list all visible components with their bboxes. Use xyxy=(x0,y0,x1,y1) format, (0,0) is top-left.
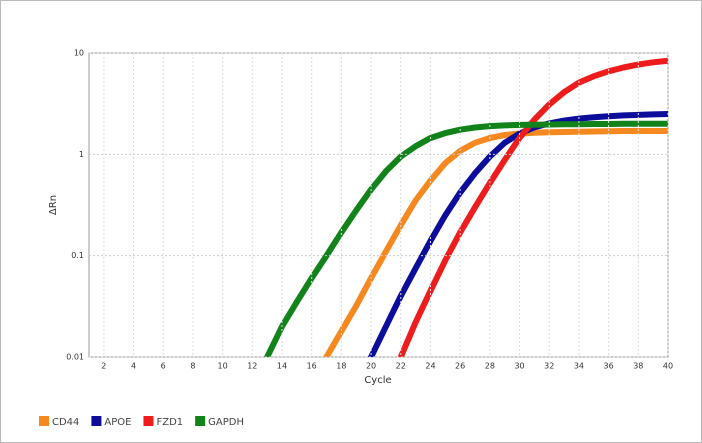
x-tick-label: 6 xyxy=(161,362,166,371)
x-tick-label: 14 xyxy=(277,362,287,371)
x-tick-label: 38 xyxy=(633,362,643,371)
legend-swatch xyxy=(39,416,49,426)
x-tick-label: 16 xyxy=(307,362,317,371)
plot-area xyxy=(88,52,669,358)
x-tick-label: 26 xyxy=(455,362,465,371)
legend-swatch xyxy=(91,416,102,426)
x-tick-label: 20 xyxy=(366,362,376,371)
legend-swatch xyxy=(143,416,154,426)
series-line xyxy=(397,57,668,357)
x-tick-label: 2 xyxy=(101,362,106,371)
y-tick-label: 10 xyxy=(74,49,84,58)
x-tick-label: 34 xyxy=(574,362,584,371)
legend-label: FZD1 xyxy=(156,417,183,428)
y-tick-label: 0.01 xyxy=(66,353,84,362)
x-tick-label: 8 xyxy=(190,362,195,371)
x-tick-label: 40 xyxy=(663,362,673,371)
x-axis-label: Cycle xyxy=(364,375,391,386)
legend-swatch xyxy=(195,416,206,426)
legend-label: CD44 xyxy=(52,417,79,428)
x-tick-label: 10 xyxy=(218,362,228,371)
y-axis-label: ΔRn xyxy=(48,195,59,215)
x-tick-label: 28 xyxy=(485,362,495,371)
x-tick-label: 32 xyxy=(544,362,554,371)
x-tick-label: 22 xyxy=(396,362,406,371)
lines xyxy=(264,57,668,357)
y-tick-label: 1 xyxy=(79,150,84,159)
legend-label: GAPDH xyxy=(208,417,244,428)
series-line xyxy=(264,120,668,357)
series-line xyxy=(323,128,668,357)
x-tick-label: 12 xyxy=(247,362,257,371)
legend-label: APOE xyxy=(104,417,131,428)
x-tick-label: 4 xyxy=(131,362,136,371)
x-tick-label: 36 xyxy=(604,362,614,371)
x-tick-label: 30 xyxy=(514,362,524,371)
x-tick-label: 18 xyxy=(336,362,346,371)
x-tick-label: 24 xyxy=(425,362,435,371)
y-tick-label: 0.1 xyxy=(71,251,84,260)
